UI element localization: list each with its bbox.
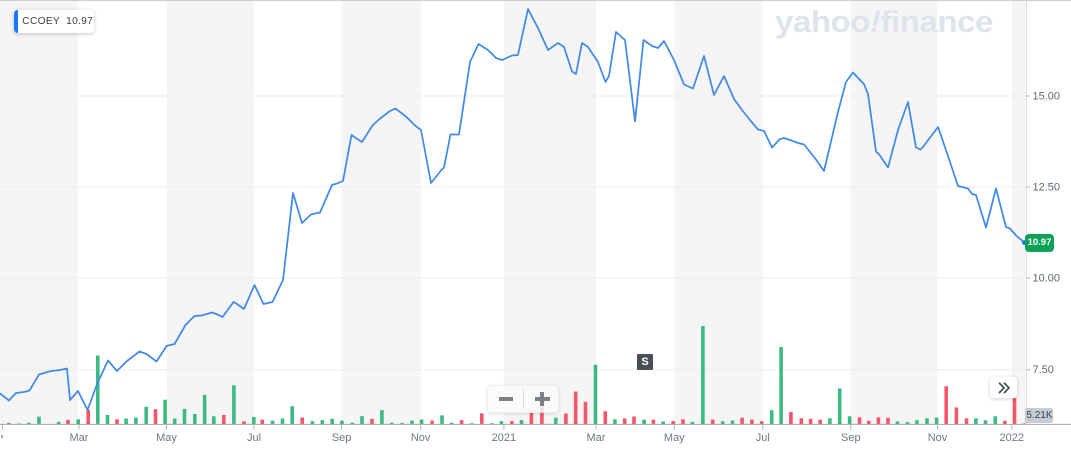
svg-text:2022: 2022 — [1000, 432, 1024, 444]
svg-text:Sep: Sep — [332, 432, 352, 444]
svg-text:Mar: Mar — [587, 432, 606, 444]
svg-text:12.50: 12.50 — [1033, 182, 1061, 194]
svg-text:May: May — [156, 432, 177, 444]
svg-text:Jul: Jul — [756, 432, 770, 444]
svg-text:10.00: 10.00 — [1033, 273, 1061, 285]
svg-text:2021: 2021 — [492, 432, 516, 444]
svg-text:Nov: Nov — [928, 432, 948, 444]
svg-text:Mar: Mar — [70, 432, 89, 444]
svg-text:7.50: 7.50 — [1033, 364, 1054, 376]
svg-text:Sep: Sep — [841, 432, 861, 444]
svg-text:Jul: Jul — [247, 432, 261, 444]
svg-text:May: May — [664, 432, 685, 444]
svg-text:15.00: 15.00 — [1033, 91, 1061, 103]
svg-text:Nov: Nov — [411, 432, 431, 444]
